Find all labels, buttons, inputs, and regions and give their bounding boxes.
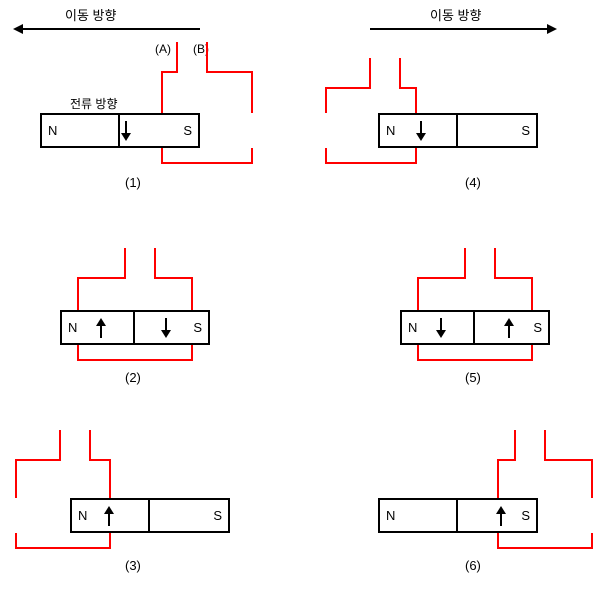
- direction-label-right: 이동 방향: [430, 5, 481, 24]
- magnet-6: NS: [378, 498, 538, 533]
- magnet-6-pole-N: N: [380, 500, 458, 531]
- current-arrow-1-down: [119, 121, 133, 141]
- terminal-label-A: (A): [155, 42, 171, 56]
- magnet-3: NS: [70, 498, 230, 533]
- current-arrow-6-up: [494, 506, 508, 526]
- current-arrow-2-up: [94, 318, 108, 338]
- figure-caption-6: (6): [465, 558, 481, 573]
- figure-caption-5: (5): [465, 370, 481, 385]
- figure-caption-2: (2): [125, 370, 141, 385]
- current-arrow-2-down: [159, 318, 173, 338]
- magnet-4-pole-S: S: [458, 115, 536, 146]
- direction-arrow-right: [370, 28, 555, 30]
- magnet-2: NS: [60, 310, 210, 345]
- current-direction-label: 전류 방향: [70, 95, 118, 112]
- magnet-3-pole-S: S: [150, 500, 228, 531]
- figure-caption-4: (4): [465, 175, 481, 190]
- magnet-5: NS: [400, 310, 550, 345]
- direction-label-left: 이동 방향: [65, 5, 116, 24]
- figure-caption-1: (1): [125, 175, 141, 190]
- current-arrow-4-down: [414, 121, 428, 141]
- current-arrow-3-up: [102, 506, 116, 526]
- current-arrow-5-up: [502, 318, 516, 338]
- direction-arrow-left: [15, 28, 200, 30]
- current-arrow-5-down: [434, 318, 448, 338]
- figure-caption-3: (3): [125, 558, 141, 573]
- terminal-label-B: (B): [193, 42, 209, 56]
- magnet-4: NS: [378, 113, 538, 148]
- magnet-1-pole-N: N: [42, 115, 120, 146]
